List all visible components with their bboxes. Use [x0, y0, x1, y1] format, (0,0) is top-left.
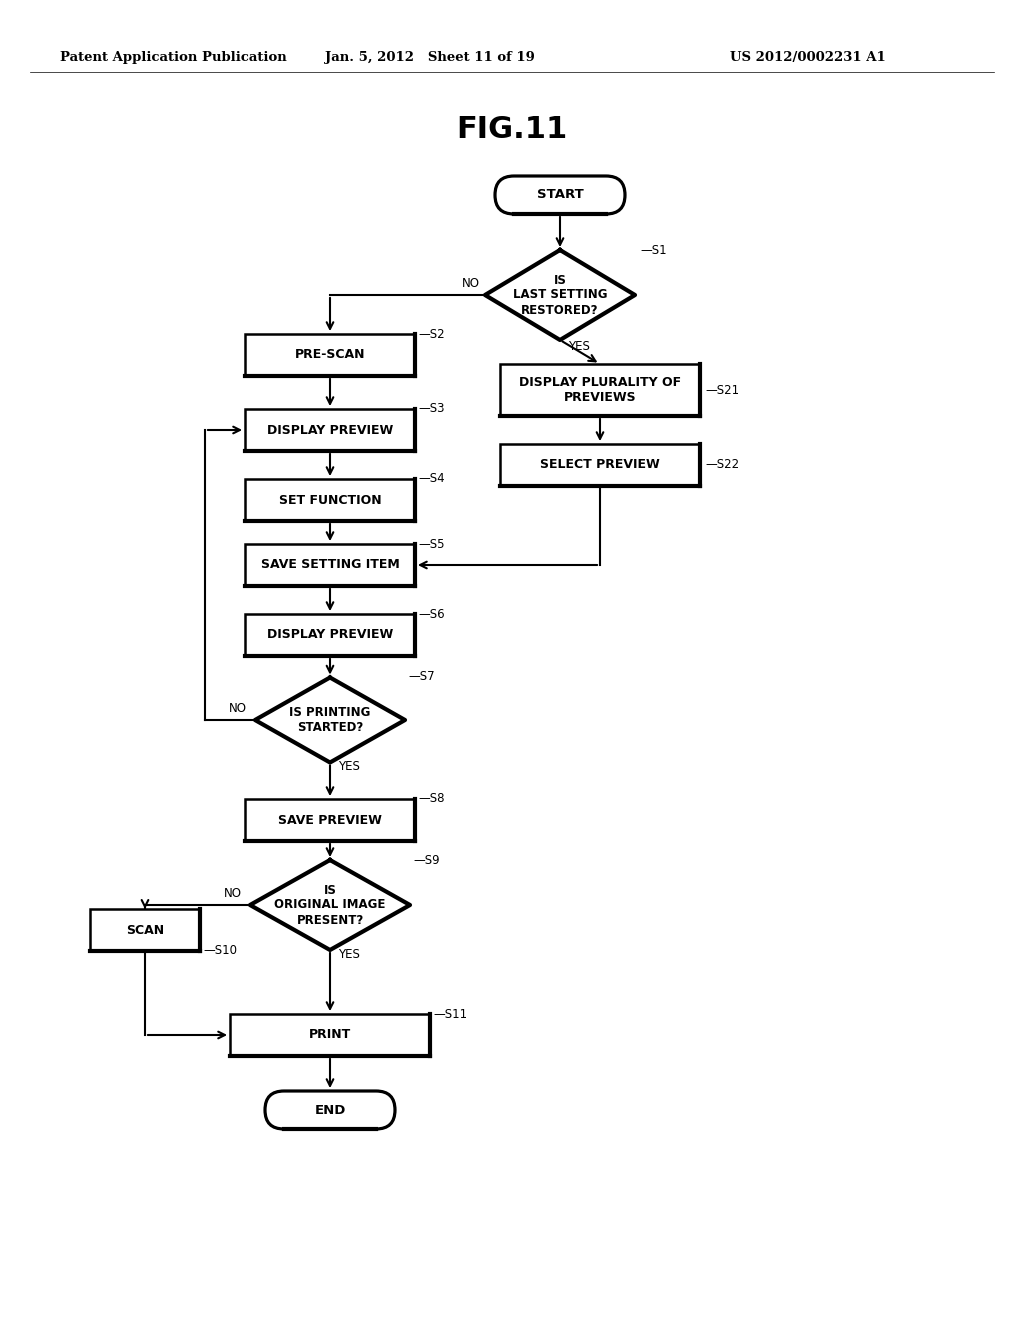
Text: START: START — [537, 189, 584, 202]
Text: —S6: —S6 — [418, 607, 444, 620]
FancyBboxPatch shape — [265, 1092, 395, 1129]
Text: —S22: —S22 — [705, 458, 739, 471]
Bar — [245, 479, 415, 521]
Text: IS
ORIGINAL IMAGE
PRESENT?: IS ORIGINAL IMAGE PRESENT? — [274, 883, 386, 927]
Bar — [245, 334, 415, 376]
Text: —S11: —S11 — [433, 1007, 467, 1020]
Bar — [90, 909, 200, 950]
Text: SCAN: SCAN — [126, 924, 164, 936]
Text: SELECT PREVIEW: SELECT PREVIEW — [540, 458, 659, 471]
Bar — [230, 1014, 430, 1056]
Text: Patent Application Publication: Patent Application Publication — [60, 51, 287, 65]
Polygon shape — [255, 677, 406, 763]
FancyBboxPatch shape — [495, 176, 625, 214]
Text: Jan. 5, 2012   Sheet 11 of 19: Jan. 5, 2012 Sheet 11 of 19 — [325, 51, 535, 65]
Text: END: END — [314, 1104, 346, 1117]
Bar — [245, 544, 415, 586]
Text: —S2: —S2 — [418, 327, 444, 341]
Text: SET FUNCTION: SET FUNCTION — [279, 494, 381, 507]
Text: PRINT: PRINT — [309, 1028, 351, 1041]
Text: NO: NO — [462, 277, 480, 290]
Text: YES: YES — [338, 948, 359, 961]
Text: —S7: —S7 — [408, 671, 434, 684]
Text: NO: NO — [229, 702, 247, 715]
Text: —S8: —S8 — [418, 792, 444, 805]
Text: US 2012/0002231 A1: US 2012/0002231 A1 — [730, 51, 886, 65]
Bar — [245, 409, 415, 451]
Bar — [500, 444, 700, 486]
Text: DISPLAY PLURALITY OF
PREVIEWS: DISPLAY PLURALITY OF PREVIEWS — [519, 376, 681, 404]
Text: —S10: —S10 — [203, 945, 237, 957]
Polygon shape — [250, 861, 410, 950]
Text: —S21: —S21 — [705, 384, 739, 396]
Bar — [245, 614, 415, 656]
Text: —S1: —S1 — [640, 243, 667, 256]
Text: PRE-SCAN: PRE-SCAN — [295, 348, 366, 362]
Polygon shape — [485, 249, 635, 341]
Text: IS
LAST SETTING
RESTORED?: IS LAST SETTING RESTORED? — [513, 273, 607, 317]
Text: —S9: —S9 — [413, 854, 439, 866]
Text: —S3: —S3 — [418, 403, 444, 416]
Text: IS PRINTING
STARTED?: IS PRINTING STARTED? — [290, 706, 371, 734]
Text: NO: NO — [224, 887, 242, 900]
Text: DISPLAY PREVIEW: DISPLAY PREVIEW — [267, 424, 393, 437]
Text: FIG.11: FIG.11 — [457, 116, 567, 144]
Bar — [245, 799, 415, 841]
Bar — [500, 364, 700, 416]
Text: SAVE PREVIEW: SAVE PREVIEW — [279, 813, 382, 826]
Text: —S4: —S4 — [418, 473, 444, 486]
Text: YES: YES — [568, 341, 590, 352]
Text: YES: YES — [338, 760, 359, 774]
Text: —S5: —S5 — [418, 537, 444, 550]
Text: DISPLAY PREVIEW: DISPLAY PREVIEW — [267, 628, 393, 642]
Text: SAVE SETTING ITEM: SAVE SETTING ITEM — [261, 558, 399, 572]
